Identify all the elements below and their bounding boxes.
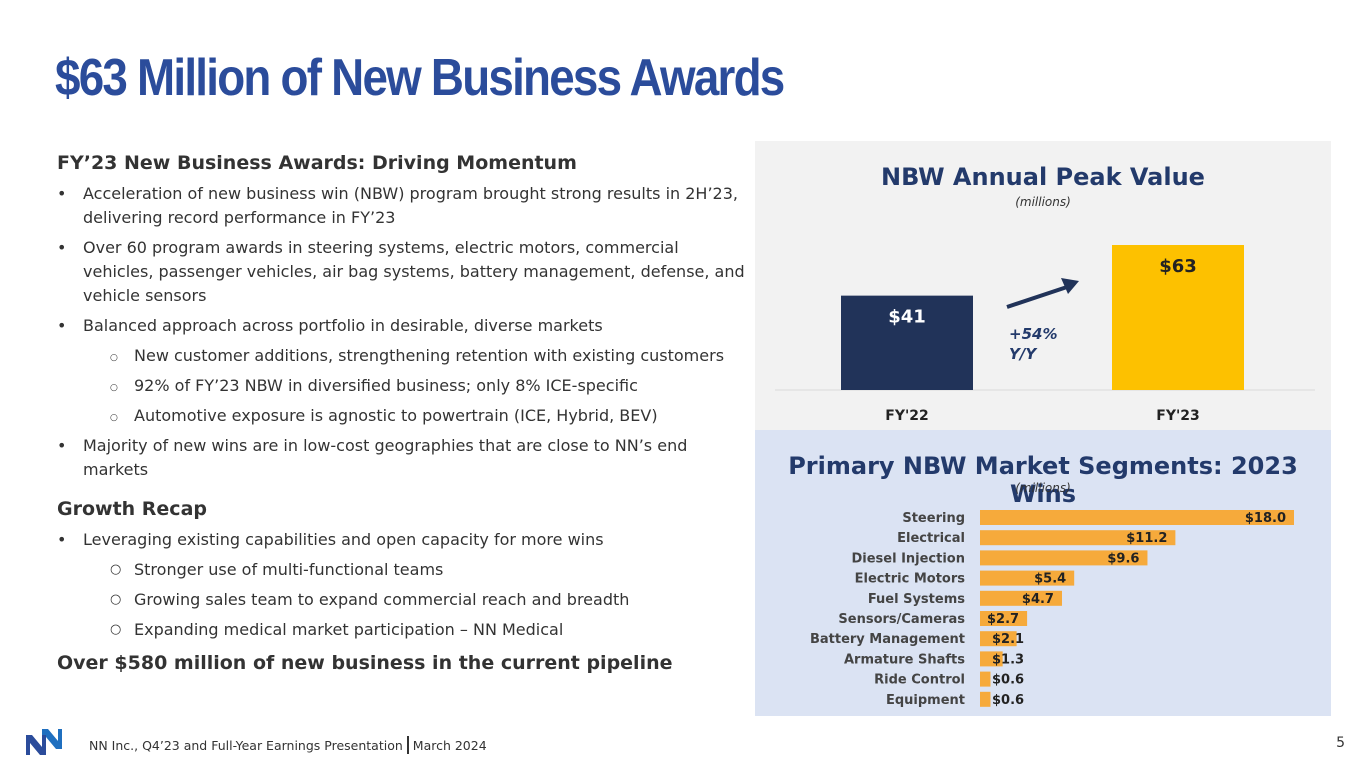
sub-bullet: ○ Automotive exposure is agnostic to powe… [110, 406, 658, 425]
segment-value-label: $0.6 [992, 673, 1024, 688]
growth-annotation-yy: Y/Y [1009, 345, 1038, 363]
bullet: • Balanced approach across portfolio in d… [57, 316, 603, 335]
footer-presentation: NN Inc., Q4’23 and Full-Year Earnings Pr… [89, 738, 403, 753]
bar-value-label: $41 [888, 307, 926, 328]
sub-bullet: ○ Stronger use of multi-functional teams [110, 560, 444, 579]
segment-label: Electric Motors [855, 572, 966, 587]
segment-value-label: $11.2 [1126, 531, 1167, 546]
segment-value-label: $0.6 [992, 693, 1024, 708]
segments-chart-unit: (millions) [1015, 481, 1071, 495]
bullet: • Over 60 program awards in steering syst… [57, 238, 745, 305]
bullet-text: Over 60 program awards in steering syste… [83, 238, 745, 305]
bullet: • Majority of new wins are in low-cost ge… [57, 436, 688, 479]
segment-bar [980, 510, 1294, 525]
category-label: FY'22 [885, 408, 928, 424]
content-left: FY’23 New Business Awards: Driving Momen… [57, 150, 747, 676]
segment-bar [980, 691, 991, 707]
segment-value-label: $5.4 [1034, 572, 1066, 587]
peak-value-chart: $41 FY'22 $63 FY'23 +54% Y/Y [775, 245, 1315, 424]
segment-bar [980, 590, 1062, 606]
bullet-text: Balanced approach across portfolio in de… [83, 316, 603, 335]
segment-bar [980, 530, 1176, 546]
segment-label: Armature Shafts [844, 652, 965, 667]
segment-label: Sensors/Cameras [838, 612, 965, 627]
growth-arrow-icon [1006, 285, 1068, 309]
sub-bullet-text: New customer additions, strengthening re… [134, 346, 725, 365]
segment-bar [980, 671, 991, 687]
sub-bullet-text: Growing sales team to expand commercial … [134, 590, 630, 609]
pipeline-statement: Over $580 million of new business in the… [57, 652, 673, 674]
segment-label: Steering [902, 511, 965, 526]
segment-label: Fuel Systems [868, 592, 965, 607]
sub-bullet: ○ New customer additions, strengthening r… [110, 346, 725, 365]
segment-bar [980, 651, 1003, 667]
footer: NN Inc., Q4’23 and Full-Year Earnings Pr… [89, 736, 487, 754]
section-heading-nbw: FY’23 New Business Awards: Driving Momen… [57, 152, 577, 174]
segment-value-label: $1.3 [992, 652, 1024, 667]
category-label: FY'23 [1156, 408, 1199, 424]
peak-value-panel: NBW Annual Peak Value (millions) $41 FY'2… [755, 141, 1331, 430]
segment-value-label: $2.1 [992, 632, 1024, 647]
segment-value-label: $4.7 [1022, 592, 1054, 607]
footer-date: March 2024 [412, 738, 487, 753]
peak-value-chart-unit: (millions) [1015, 195, 1071, 209]
segment-bar [980, 631, 1017, 647]
segment-value-label: $18.0 [1245, 511, 1286, 526]
bullet-text: Majority of new wins are in low-cost geo… [83, 436, 688, 479]
segment-bar [980, 550, 1148, 566]
segments-chart: Steering $18.0 Electrical $11.2 Diesel Injec… [810, 510, 1294, 708]
segment-value-label: $9.6 [1107, 551, 1139, 566]
growth-annotation: +54% [1009, 325, 1057, 343]
segment-label: Battery Management [810, 632, 965, 647]
segment-label: Equipment [886, 693, 965, 708]
segment-bar [980, 611, 1028, 626]
bar-fy23 [1112, 245, 1244, 390]
bar-fy22 [841, 295, 973, 390]
peak-value-chart-title: NBW Annual Peak Value [881, 163, 1205, 191]
growth-arrowhead-icon [1061, 278, 1079, 294]
nn-logo [24, 727, 64, 761]
bullet: • Leveraging existing capabilities and op… [57, 530, 604, 549]
bar-value-label: $63 [1159, 256, 1197, 277]
sub-bullet: ○ Growing sales team to expand commercial… [110, 590, 630, 609]
sub-bullet-text: Expanding medical market participation –… [134, 620, 564, 639]
segments-chart-title: Primary NBW Market Segments: 2023 Wins [788, 452, 1298, 508]
bullet-text: Acceleration of new business win (NBW) p… [83, 184, 738, 227]
segment-value-label: $2.7 [987, 612, 1019, 627]
bullet: • Acceleration of new business win (NBW) … [57, 184, 738, 227]
sub-bullet: ○ Expanding medical market participation … [110, 620, 564, 639]
section-heading-growth: Growth Recap [57, 498, 207, 520]
sub-bullet-text: Stronger use of multi-functional teams [134, 560, 444, 579]
slide-title: $63 Million of New Business Awards [55, 49, 785, 107]
sub-bullet-text: 92% of FY’23 NBW in diversified business… [134, 376, 638, 395]
segment-bar [980, 570, 1075, 586]
sub-bullet: ○ 92% of FY’23 NBW in diversified busines… [110, 376, 638, 395]
page-number: 5 [1336, 735, 1345, 751]
segment-label: Electrical [897, 531, 965, 546]
segment-label: Ride Control [874, 673, 965, 688]
segment-label: Diesel Injection [851, 551, 965, 566]
sub-bullet-text: Automotive exposure is agnostic to power… [134, 406, 658, 425]
footer-divider [406, 736, 409, 754]
bullet-text: Leveraging existing capabilities and ope… [83, 530, 604, 549]
segments-panel: Primary NBW Market Segments: 2023 Wins (… [755, 430, 1331, 716]
